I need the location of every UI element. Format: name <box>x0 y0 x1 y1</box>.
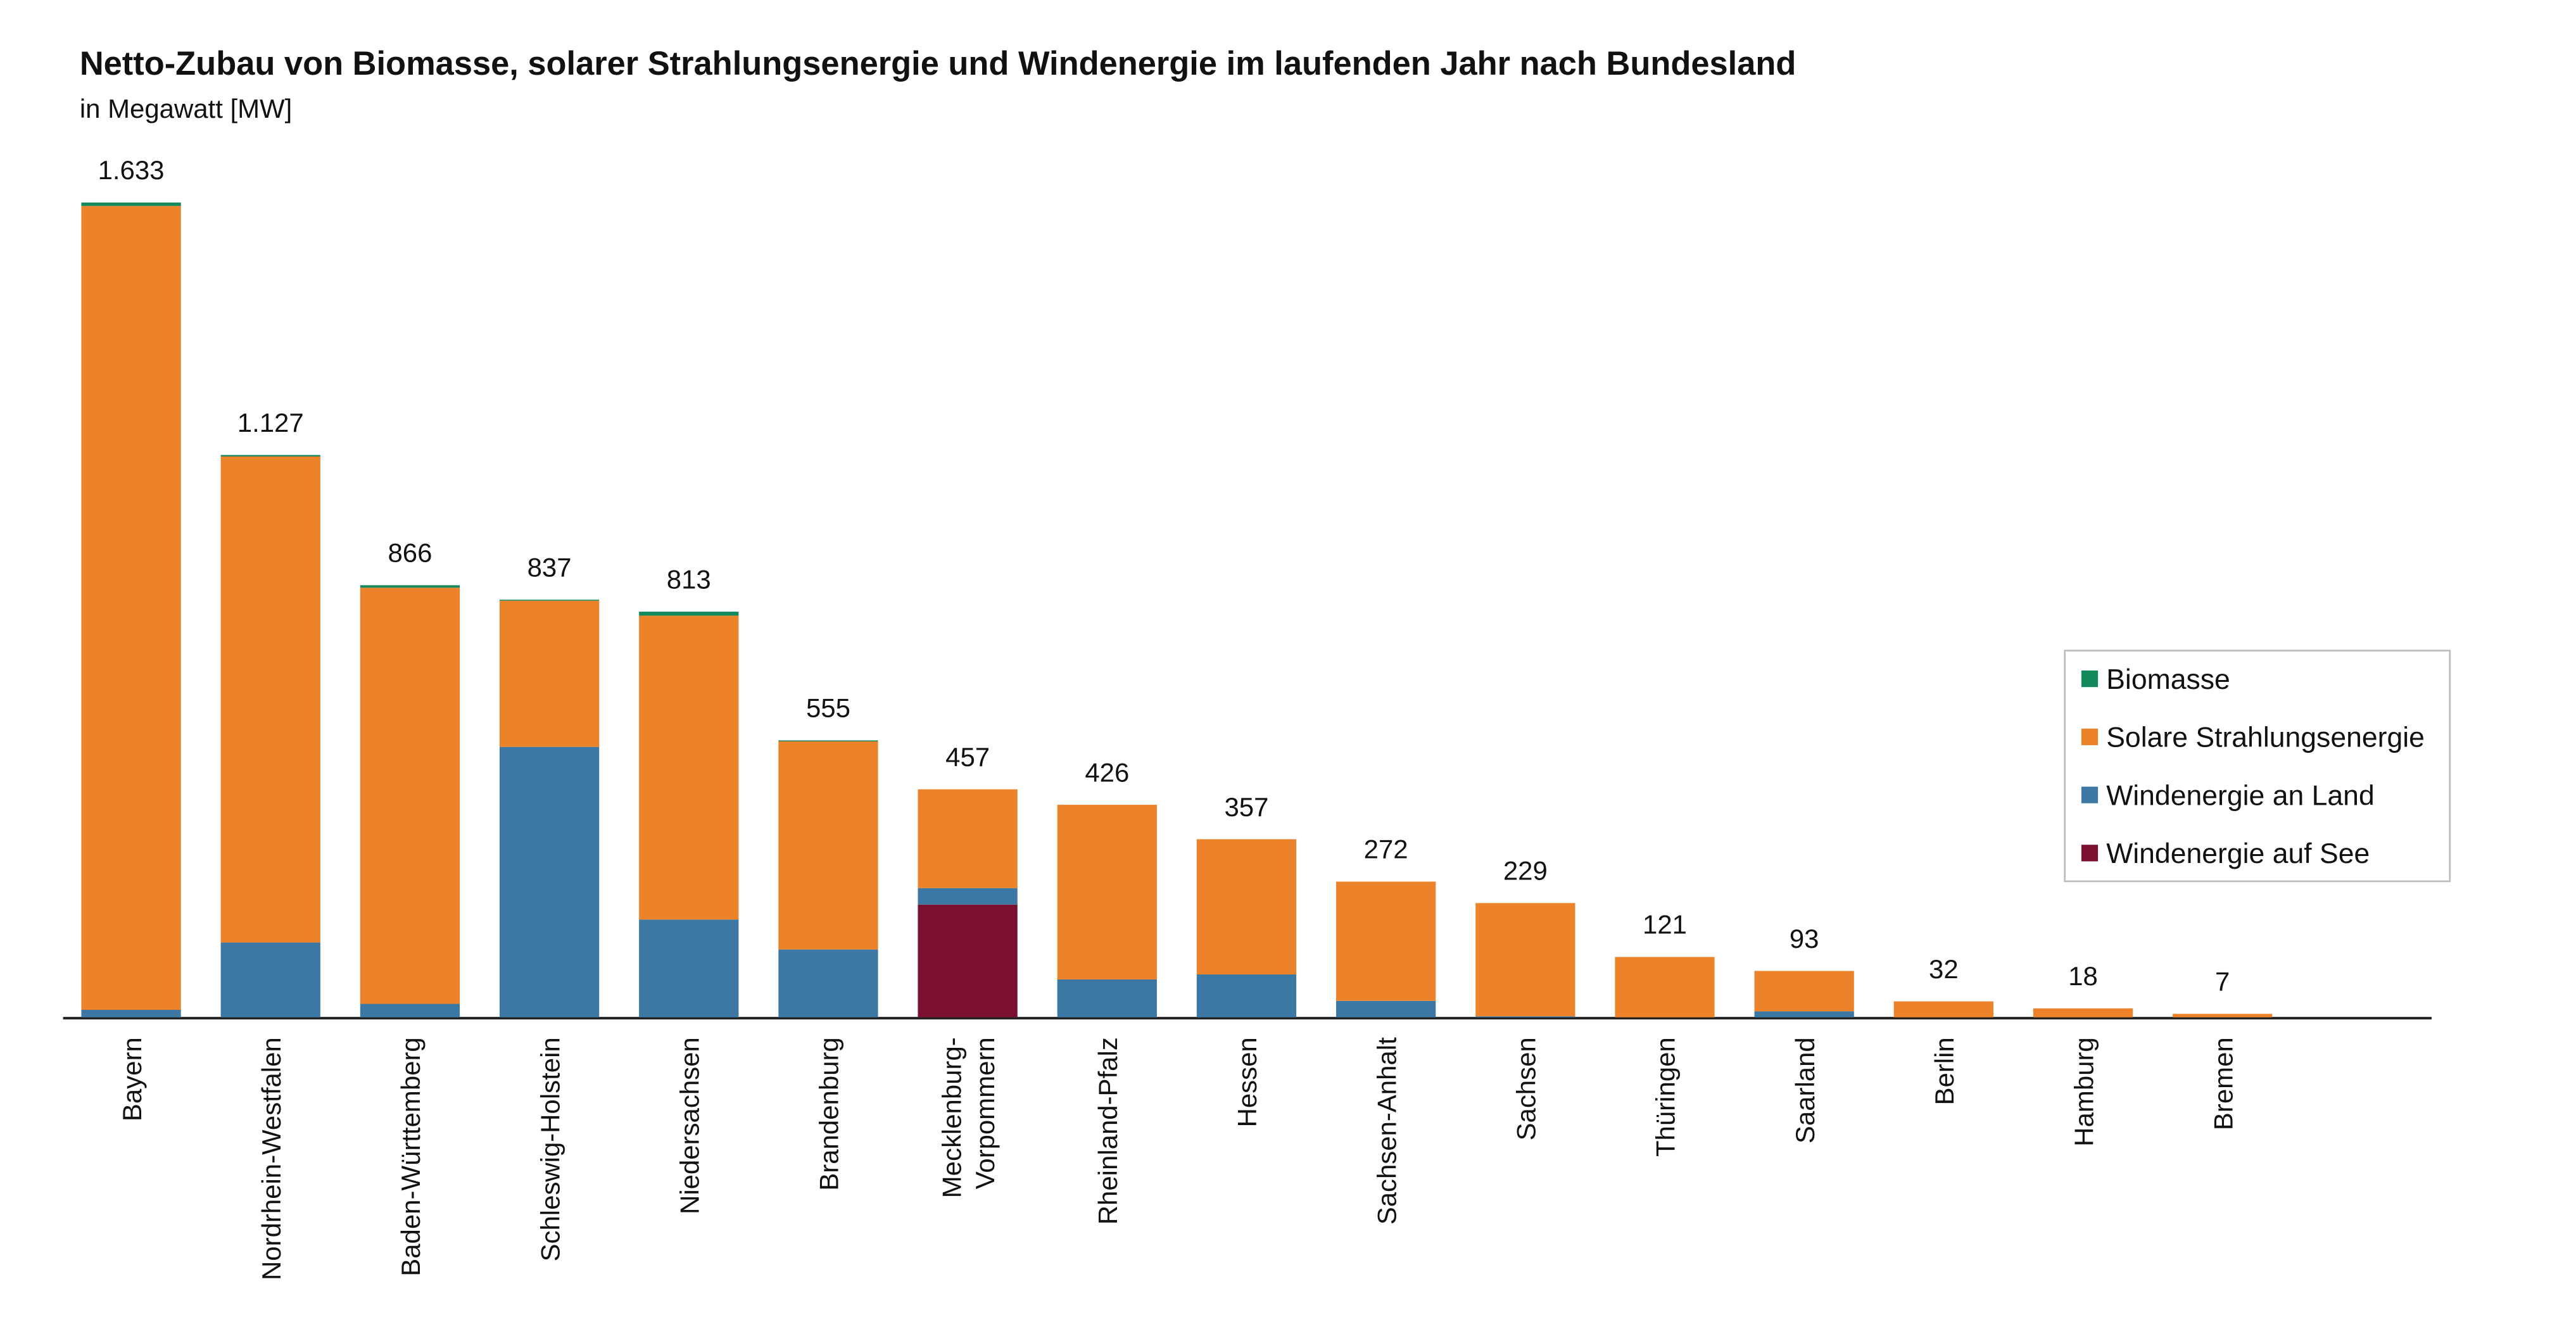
total-label: 1.127 <box>237 408 304 438</box>
bar-segment <box>639 919 739 1017</box>
x-tick-label: Nordrhein-Westfalen <box>256 1037 286 1280</box>
x-tick-label: Vorpommern <box>970 1037 1000 1189</box>
bar-segment <box>639 612 739 616</box>
legend-box <box>2064 650 2451 883</box>
bar-segment <box>639 615 739 920</box>
x-tick-label: Mecklenburg- <box>937 1037 967 1198</box>
bar-segment <box>220 455 320 456</box>
total-label: 32 <box>1929 954 1959 984</box>
bar-segment <box>1057 979 1157 1017</box>
total-label: 1.633 <box>98 155 165 185</box>
legend-label: Windenergie auf See <box>2106 838 2370 869</box>
bar-segment <box>81 202 181 206</box>
bar-segment <box>1754 971 1854 1012</box>
x-tick-label: Berlin <box>1929 1037 1959 1105</box>
legend-label: Biomasse <box>2106 664 2230 695</box>
bar-segment <box>1893 1001 1993 1017</box>
total-label: 866 <box>388 538 432 568</box>
total-label: 272 <box>1364 834 1408 864</box>
bar-segment <box>918 904 1018 1017</box>
total-label: 18 <box>2068 961 2098 991</box>
total-label: 555 <box>806 693 850 723</box>
bar-segment <box>2033 1008 2133 1017</box>
bar-segment <box>81 1009 181 1017</box>
x-tick-label: Rheinland-Pfalz <box>1093 1037 1123 1225</box>
bar-segment <box>360 1004 460 1017</box>
bar-segment <box>778 740 878 741</box>
x-tick-label: Schleswig-Holstein <box>535 1037 565 1261</box>
total-label: 813 <box>667 564 711 594</box>
bar-segment <box>1057 805 1157 979</box>
bar-segment <box>918 888 1018 905</box>
bar-segment <box>499 600 600 601</box>
total-label: 121 <box>1643 910 1687 940</box>
bar-segment <box>1475 903 1575 1017</box>
bar-segment <box>1196 974 1297 1017</box>
bar-segment <box>918 789 1018 888</box>
bar-segment <box>1336 881 1436 1001</box>
total-label: 93 <box>1790 924 1819 954</box>
x-tick-label: Niedersachsen <box>674 1037 704 1214</box>
chart-subtitle: in Megawatt [MW] <box>80 94 292 123</box>
legend-label: Windenergie an Land <box>2106 780 2375 811</box>
total-label: 357 <box>1224 792 1268 822</box>
legend-label: Solare Strahlungsenergie <box>2106 722 2425 753</box>
bar-segment <box>360 585 460 588</box>
total-label: 229 <box>1503 856 1548 886</box>
x-tick-label: Bayern <box>117 1037 147 1121</box>
legend-swatch <box>2081 670 2099 688</box>
bar-segment <box>360 588 460 1004</box>
legend-swatch <box>2081 728 2099 745</box>
total-label: 837 <box>527 552 572 582</box>
x-tick-label: Hessen <box>1232 1037 1262 1127</box>
x-tick-label: Sachsen <box>1512 1037 1541 1140</box>
bar-segment <box>2173 1014 2273 1017</box>
bar-segment <box>1475 1016 1575 1017</box>
x-tick-label: Baden-Württemberg <box>396 1037 426 1276</box>
bar-segment <box>499 600 600 747</box>
x-tick-label: Saarland <box>1790 1037 1820 1143</box>
total-label: 7 <box>2215 967 2230 997</box>
legend-swatch <box>2081 786 2099 803</box>
total-label: 426 <box>1085 757 1129 787</box>
x-tick-label: Bremen <box>2208 1037 2238 1130</box>
legend-swatch <box>2081 845 2099 862</box>
x-tick-label: Brandenburg <box>814 1037 844 1190</box>
bar-segment <box>1196 839 1297 975</box>
bar-segment <box>1615 957 1715 1017</box>
bar-segment <box>1336 1000 1436 1017</box>
chart-title: Netto-Zubau von Biomasse, solarer Strahl… <box>80 46 1796 82</box>
bar-segment <box>220 456 320 943</box>
total-label: 457 <box>945 742 990 772</box>
bar-segment <box>778 949 878 1017</box>
bar-segment <box>778 741 878 950</box>
x-tick-label: Hamburg <box>2069 1037 2099 1146</box>
x-tick-label: Sachsen-Anhalt <box>1372 1037 1401 1225</box>
x-tick-label: Thüringen <box>1651 1037 1681 1157</box>
bar-segment <box>81 206 181 1010</box>
bar-segment <box>499 746 600 1017</box>
bar-segment <box>1754 1011 1854 1017</box>
bar-segment <box>220 942 320 1017</box>
